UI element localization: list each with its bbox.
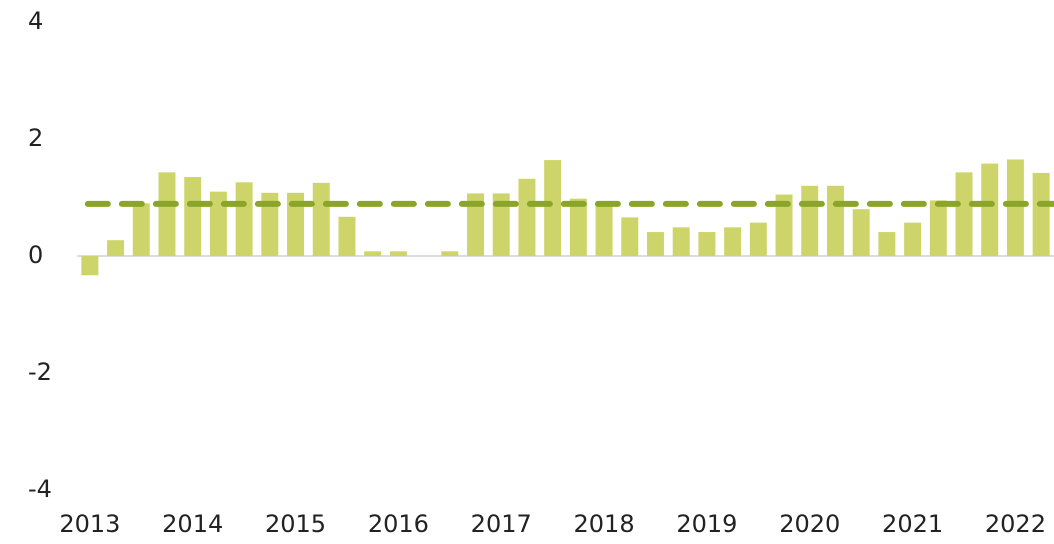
bar (389, 251, 407, 256)
bar (878, 232, 896, 256)
bar (209, 191, 227, 256)
bar (184, 177, 202, 256)
bar (569, 198, 587, 256)
y-tick-label: 0 (28, 241, 43, 269)
bar (518, 178, 536, 256)
x-tick-label: 2022 (985, 510, 1046, 538)
bar (81, 256, 99, 276)
bar (544, 160, 562, 256)
bar (261, 192, 279, 256)
bar (132, 203, 150, 256)
bar (595, 204, 613, 256)
bar (904, 222, 922, 256)
bar (235, 182, 253, 256)
x-tick-label: 2014 (162, 510, 223, 538)
y-tick-label: 2 (28, 124, 43, 152)
bar (724, 227, 742, 256)
x-tick-label: 2013 (59, 510, 120, 538)
x-tick-label: 2021 (882, 510, 943, 538)
bar (698, 232, 716, 256)
bar (826, 185, 844, 256)
bar (852, 209, 870, 256)
bar (364, 251, 382, 256)
y-tick-label: -4 (28, 475, 52, 503)
bar (929, 200, 947, 256)
bar (158, 172, 176, 256)
bar (1032, 172, 1050, 256)
bar (312, 182, 330, 256)
bar (287, 192, 305, 256)
y-tick-label: 4 (28, 7, 43, 35)
bar (107, 240, 125, 256)
x-tick-label: 2016 (368, 510, 429, 538)
bar (338, 216, 356, 256)
bar (749, 222, 767, 256)
bar (467, 193, 484, 256)
x-tick-label: 2020 (779, 510, 840, 538)
bar (672, 227, 690, 256)
bar (647, 232, 664, 256)
bar (981, 163, 999, 256)
bar (492, 193, 510, 256)
bar (441, 251, 459, 256)
bar (775, 194, 793, 256)
bar (621, 217, 639, 256)
x-tick-label: 2015 (265, 510, 326, 538)
bar (1006, 159, 1024, 256)
bar (801, 185, 819, 256)
x-tick-label: 2017 (471, 510, 532, 538)
bar (955, 172, 973, 256)
y-tick-label: -2 (28, 358, 52, 386)
x-tick-label: 2019 (676, 510, 737, 538)
x-tick-label: 2018 (574, 510, 635, 538)
